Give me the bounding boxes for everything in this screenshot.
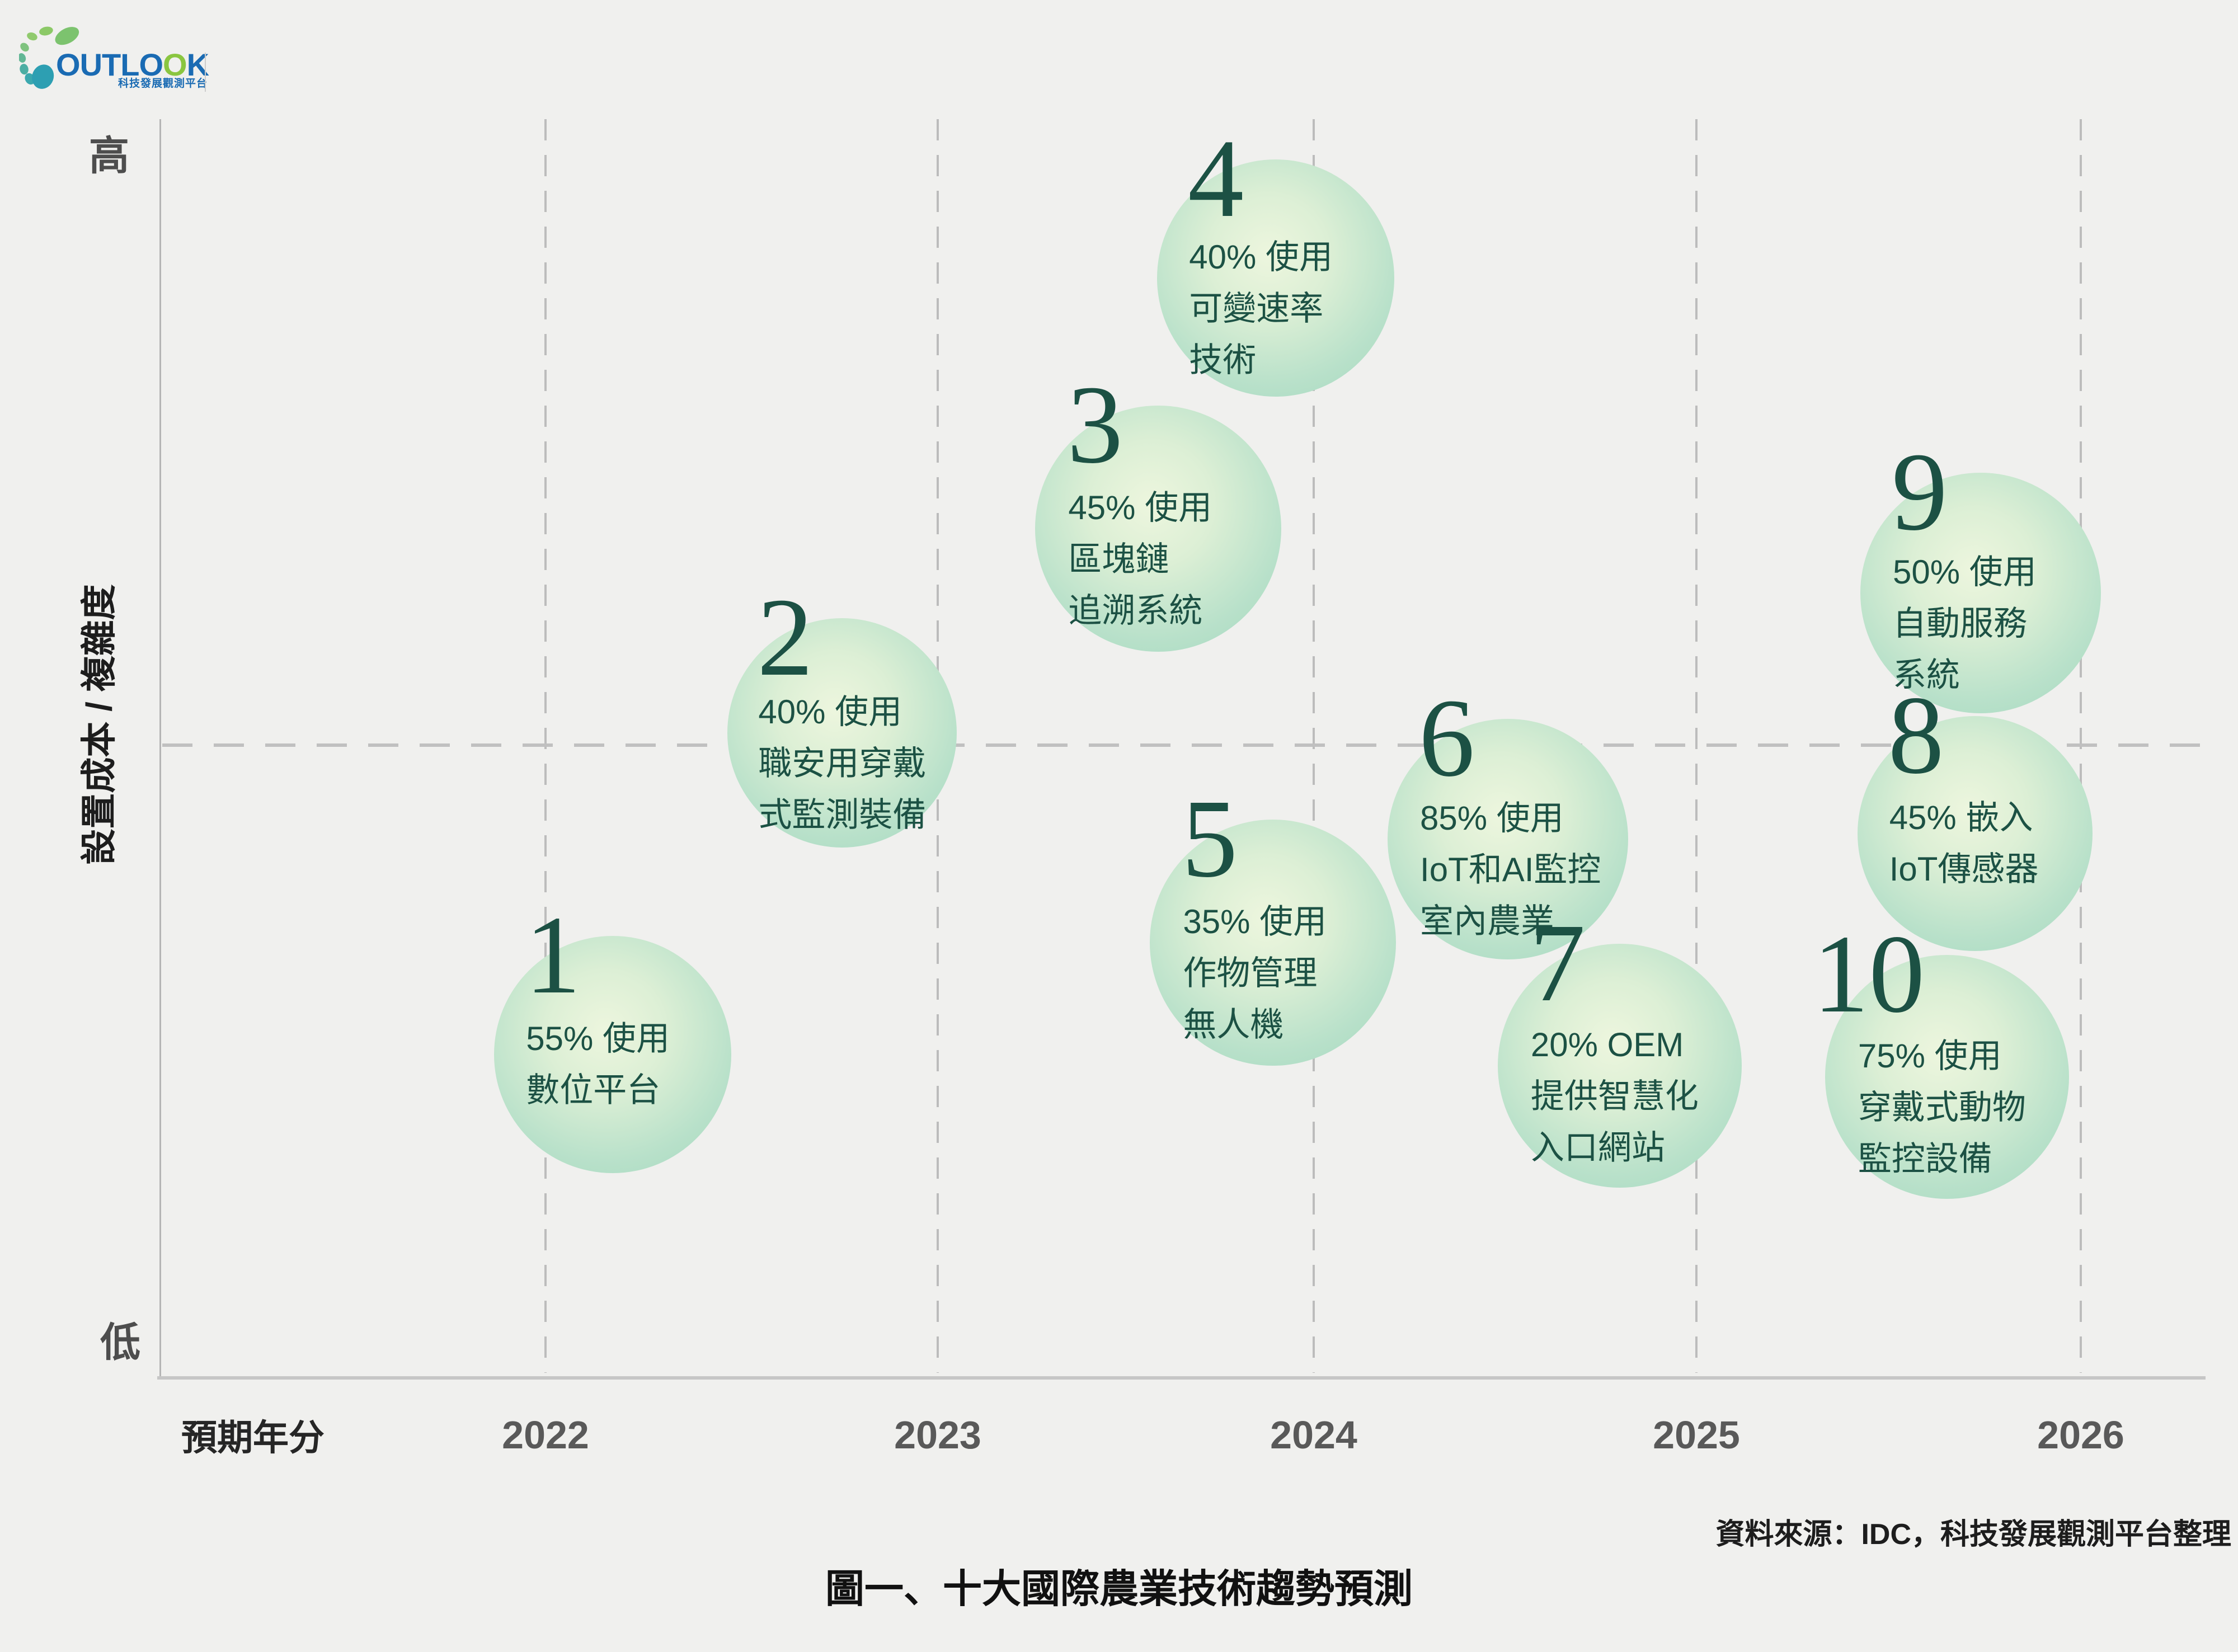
midline-dashed [162, 743, 2206, 747]
logo-letter: U [79, 47, 102, 82]
bubble-label-line: 監控設備 [1858, 1140, 1992, 1178]
bubble-label-line: 穿戴式動物 [1858, 1089, 2026, 1126]
bubble-rank: 5 [1182, 777, 1238, 901]
trend-bubble-3: 3 45% 使用 區塊鏈 追溯系統 [1035, 369, 1281, 652]
logo-letter: T [102, 47, 121, 82]
y-axis-high-label: 高 [88, 134, 130, 179]
bubble-label-line: 入口網站 [1530, 1129, 1665, 1166]
trend-bubble-2: 2 40% 使用 職安用穿戴 式監測裝備 [727, 582, 957, 848]
bubble-label-line: 45% 嵌入 [1889, 799, 2033, 836]
bubble-rank: 6 [1418, 676, 1475, 800]
bubble-label: 50% 使用 自動服務系統 [1893, 547, 2037, 701]
bubble-label-line: 提供智慧化 [1530, 1077, 1699, 1115]
bubble-label-line: 20% OEM [1530, 1026, 1684, 1063]
bubble-label-line: 式監測裝備 [758, 796, 927, 834]
x-tick-label: 2023 [894, 1413, 981, 1457]
bubble-label-line: 85% 使用 [1420, 799, 1564, 837]
bubble-label-line: 75% 使用 [1858, 1037, 2002, 1075]
logo-subtitle: 科技發展觀測平台 [118, 78, 208, 90]
chart-caption: 圖一、十大國際農業技術趨勢預測 [825, 1567, 1413, 1611]
bubble-label: 85% 使用 IoT和AI監控 室內農業 [1420, 793, 1601, 947]
trend-bubble-4: 4 40% 使用 可變速率 技術 [1157, 123, 1394, 397]
bubble-rank: 2 [757, 576, 814, 699]
x-tick-label: 2026 [2037, 1413, 2124, 1457]
bubble-label-line: 無人機 [1183, 1006, 1284, 1043]
bubble-label-line: 追溯系統 [1068, 592, 1203, 629]
bubble-label: 40% 使用 職安用穿戴式監測裝備 [758, 686, 926, 841]
logo-letter: L [120, 47, 139, 82]
trend-bubble-1: 1 55% 使用 數位平台 [494, 900, 731, 1173]
x-axis-line [157, 1376, 2206, 1380]
bubble-label-line: 室內農業 [1420, 902, 1555, 940]
trend-bubble-5: 5 35% 使用 作物管理 無人機 [1150, 783, 1396, 1066]
bubble-label: 45% 使用 區塊鏈追溯系統 [1068, 482, 1212, 637]
bubble-rank: 10 [1813, 912, 1925, 1036]
bubble-label-line: 數位平台 [526, 1071, 661, 1109]
bubble-label: 45% 嵌入 IoT傳感器 [1889, 792, 2039, 895]
x-tick-label: 2025 [1653, 1413, 1740, 1457]
bubble-label: 55% 使用 數位平台 [526, 1013, 670, 1116]
bubble-label-line: 職安用穿戴 [758, 745, 927, 782]
bubble-label-line: 40% 使用 [758, 693, 902, 731]
bubble-label-line: IoT傳感器 [1889, 850, 2039, 888]
bubble-label-line: 55% 使用 [526, 1020, 670, 1057]
bubble-label-line: 50% 使用 [1893, 553, 2037, 591]
bubble-rank: 8 [1888, 674, 1944, 797]
data-source-note: 資料來源：IDC，科技發展觀測平台整理 [1715, 1518, 2231, 1551]
y-axis-line [159, 119, 161, 1376]
logo-letter: O [139, 47, 163, 82]
x-tick-label: 2022 [502, 1413, 589, 1457]
trend-bubble-6: 6 85% 使用 IoT和AI監控 室內農業 [1388, 683, 1628, 959]
bubble-label-line: 40% 使用 [1189, 238, 1333, 276]
logo-letter: O [56, 47, 81, 82]
trend-bubble-8: 8 45% 嵌入 IoT傳感器 [1858, 680, 2093, 951]
bubble-label: 35% 使用 作物管理無人機 [1183, 896, 1327, 1051]
logo-brand-text: OUTLOOK [56, 49, 209, 81]
y-axis-low-label: 低 [100, 1320, 141, 1366]
bubble-label: 40% 使用 可變速率技術 [1189, 232, 1333, 386]
bubble-label-line: 45% 使用 [1068, 489, 1212, 526]
x-axis-title: 預期年分 [181, 1418, 325, 1458]
trend-bubble-10: 10 75% 使用 穿戴式動物 監控設備 [1813, 919, 2069, 1199]
bubble-label-line: 區塊鏈 [1068, 540, 1169, 578]
bubble-label: 75% 使用 穿戴式動物監控設備 [1858, 1030, 2026, 1185]
bubble-label: 20% OEM 提供智慧化入口網站 [1531, 1019, 1699, 1174]
bubble-label-line: 可變速率 [1189, 290, 1324, 327]
bubble-rank: 7 [1529, 901, 1586, 1025]
bubble-label-line: 作物管理 [1183, 954, 1318, 992]
bubble-label-line: 35% 使用 [1183, 903, 1327, 940]
bubble-label-line: 系統 [1893, 656, 1960, 694]
bubble-rank: 3 [1067, 363, 1123, 487]
outlook-logo: OUTLOOK 科技發展觀測平台 [0, 0, 291, 112]
logo-divider [205, 53, 206, 92]
bubble-label-line: 技術 [1189, 341, 1257, 379]
logo-letter: O [163, 47, 187, 82]
trend-bubble-9: 9 50% 使用 自動服務 系統 [1860, 436, 2101, 713]
y-axis-title: 設置成本 / 複雜度 [79, 584, 119, 865]
bubble-rank: 4 [1188, 117, 1244, 241]
logo-swirl-icon [19, 26, 79, 89]
trend-bubble-7: 7 20% OEM 提供智慧化 入口網站 [1498, 907, 1742, 1188]
bubble-rank: 9 [1891, 430, 1948, 554]
bubble-label-line: 自動服務 [1893, 605, 2028, 642]
bubble-label-line: IoT和AI監控 [1420, 851, 1601, 888]
bubble-rank: 1 [525, 893, 581, 1017]
x-tick-label: 2024 [1270, 1413, 1357, 1457]
